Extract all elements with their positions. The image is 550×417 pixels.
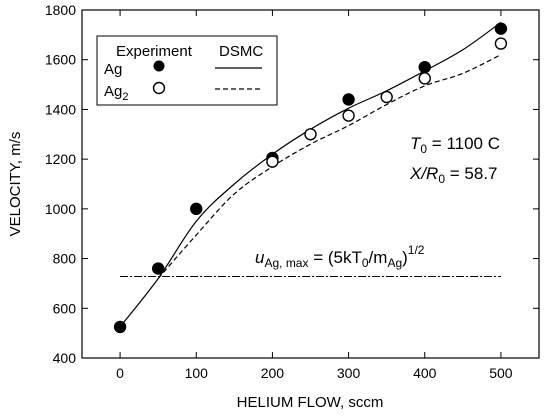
y-tick-label: 400 [53, 350, 77, 366]
dsmc-ag2-dashed-line [157, 54, 502, 279]
legend-label-ag2: Ag2 [104, 83, 128, 103]
xr-value: = 58.7 [445, 164, 497, 183]
x-tick-label: 200 [261, 365, 285, 381]
eq-mid: = (5kT [308, 248, 361, 267]
eq-u: u [255, 248, 265, 267]
point-ag2-open [380, 90, 393, 104]
eq-close: ) [402, 248, 408, 267]
axis-ticks: 0 100 200 300 400 500400600800100012001400160… [45, 2, 539, 381]
y-tick-label: 600 [53, 300, 77, 316]
legend: Experiment DSMC Ag Ag2 [96, 35, 278, 106]
point-ag2-open [266, 155, 279, 168]
t0-symbol: T [410, 134, 422, 153]
y-tick-label: 1600 [45, 52, 76, 68]
t0-value: = 1100 C [427, 134, 500, 153]
point-ag2-open [494, 37, 508, 50]
experiment-points [113, 22, 508, 334]
point-ag-filled [151, 262, 165, 275]
point-ag-filled [190, 202, 203, 216]
eq-u-sub: Ag, max [264, 256, 308, 270]
legend-header-experiment: Experiment [116, 43, 193, 60]
legend-box [96, 35, 278, 106]
point-ag-filled [342, 93, 355, 106]
eq-m-sub: Ag [387, 256, 402, 270]
x-tick-label: 500 [489, 365, 513, 381]
y-tick-label: 800 [53, 251, 77, 267]
eq-exp: 1/2 [408, 243, 425, 257]
eq-over: /m [369, 248, 388, 267]
annotation-max-velocity-equation: uAg, max = (5kT0/mAg)1/2 [255, 243, 425, 270]
legend-marker-filled-circle [153, 60, 165, 72]
y-tick-label: 1000 [45, 201, 76, 217]
point-ag2-open [342, 109, 355, 122]
legend-label-ag: Ag [104, 61, 122, 78]
point-ag2-open [418, 72, 431, 85]
annotation-temperature: T0 = 1100 C [410, 134, 500, 156]
legend-label-ag2-base: Ag [104, 83, 122, 100]
plot-frame [81, 9, 540, 359]
legend-header-dsmc: DSMC [219, 43, 263, 60]
y-tick-label: 1800 [45, 2, 76, 18]
annotation-distance: X/R0 = 58.7 [409, 164, 498, 186]
xr-symbol: X/R [409, 164, 438, 183]
x-axis-title: HELIUM FLOW, sccm [237, 394, 384, 411]
point-ag-filled [494, 22, 508, 35]
x-tick-label: 0 [116, 365, 124, 381]
xr-sub: 0 [438, 172, 445, 186]
legend-label-ag2-sub: 2 [122, 91, 128, 103]
point-ag2-open [304, 128, 317, 141]
t0-sub: 0 [420, 142, 427, 156]
eq-t-sub: 0 [362, 256, 369, 270]
x-tick-label: 300 [337, 365, 361, 381]
y-tick-label: 1200 [45, 151, 76, 167]
legend-marker-open-circle [152, 81, 166, 95]
y-axis-title: VELOCITY, m/s [7, 132, 24, 237]
x-tick-label: 400 [413, 365, 437, 381]
point-ag-filled [418, 60, 431, 74]
y-tick-label: 1400 [45, 101, 76, 117]
point-ag-filled [113, 320, 127, 334]
x-tick-label: 100 [185, 365, 209, 381]
